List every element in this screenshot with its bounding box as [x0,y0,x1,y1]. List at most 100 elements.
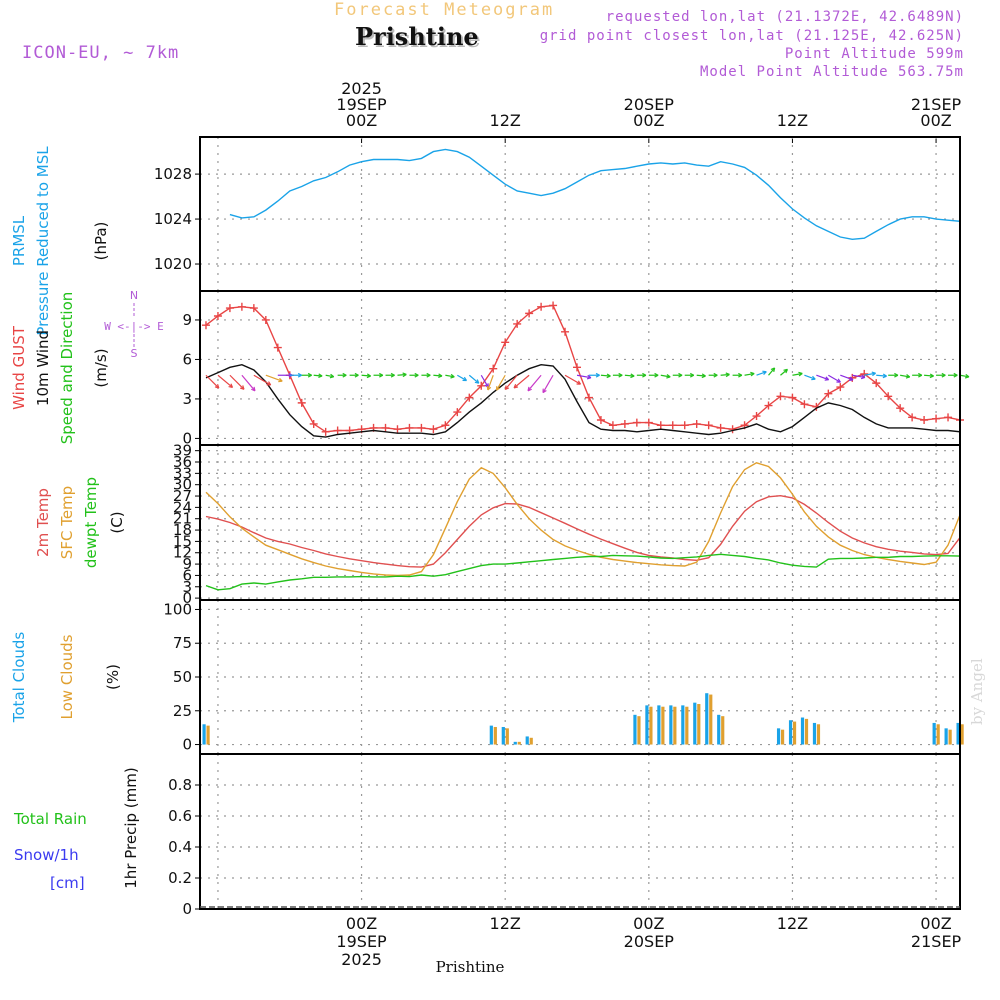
bar-total-clouds [633,714,637,745]
y-axis-label: Pressure Reduced to MSL [34,146,52,336]
bar-low-clouds [697,704,701,745]
y-tick-label-clouds: 100 [163,600,192,618]
bar-low-clouds [948,729,952,745]
wind-arrow-head [770,367,776,372]
gust-marker [800,400,809,409]
wind-direction-arrow [361,374,371,377]
y-tick-label-temperature: 15 [173,532,192,550]
wind-arrow-head [251,386,256,392]
time-label-top: 00Z [346,111,377,130]
wind-arrow-head [402,372,407,378]
gust-marker [608,421,617,430]
y-axis-label: Wind GUST [10,325,28,410]
wind-direction-arrow [876,374,887,377]
y-tick-label-clouds: 50 [173,668,192,686]
y-axis-label: 2m Temp [34,488,52,557]
wind-direction-arrow [229,374,245,390]
y-axis-label: 10m Wind [34,330,52,406]
wind-direction-arrow [768,367,776,376]
wind-direction-arrow [457,374,467,382]
wind-direction-arrow [513,374,530,389]
gust-marker [692,419,701,428]
wind-arrow-head [918,372,923,378]
time-label-bottom: 12Z [490,914,521,933]
bar-total-clouds [681,705,685,745]
bar-total-clouds [956,722,960,745]
wind-direction-arrow [959,374,970,378]
panel-precip: 0 0.2 0.4 0.6 0.8 Total Rain Snow/1h [cm] 1hr Pr… [13,753,961,918]
wind-arrow-head [630,373,635,379]
wind-arrow-head [228,383,234,389]
wind-arrow-head [882,373,887,379]
time-label-top: 19SEP [336,95,387,114]
time-label-bottom: 00Z [346,914,377,933]
wind-direction-arrow [205,374,220,389]
y-tick-label-temperature: 36 [173,453,192,471]
bar-total-clouds [800,717,805,745]
wind-arrow-head [342,372,347,378]
time-label-top: 2025 [341,79,382,98]
wind-arrow-head [871,371,876,377]
wind-direction-arrow [816,374,829,381]
wind-arrow-head [762,370,767,376]
y-axis-label: (%) [104,664,122,690]
gust-marker [525,309,534,318]
gust-marker [704,421,713,430]
bar-total-clouds [944,728,948,745]
gust-marker [908,413,917,422]
gust-marker [788,393,797,402]
wind-arrow-head [783,368,788,374]
gust-marker [584,393,593,402]
gust-marker [824,389,833,398]
y-axis-label: Speed and Direction [58,292,76,445]
gust-marker [405,423,414,432]
bar-low-clouds [792,721,797,745]
wind-arrow-head [689,372,695,378]
y-tick-label-precip: 0.6 [168,807,192,825]
wind-direction-arrow [792,372,803,376]
gust-marker [944,413,953,422]
bar-low-clouds [529,737,533,745]
gust-marker [836,383,845,392]
wind-arrow-head [836,378,841,383]
time-label-top: 00Z [633,111,664,130]
gust-marker [537,302,546,311]
wind-arrow-head [738,372,743,378]
wind-arrow-head [414,372,419,378]
gust-marker [213,312,222,321]
panel-clouds: 0 25 50 75 100 Total Clouds Low Clouds (%) [10,599,964,755]
bar-total-clouds [693,702,697,745]
series-line-dewpt-temp [205,553,961,591]
wind-direction-arrow [828,374,841,383]
wind-direction-arrow [480,374,489,388]
wind-arrow-head [318,373,323,379]
gust-marker [321,427,330,436]
gust-marker [896,404,905,413]
y-axis-label: (m/s) [92,348,110,387]
bar-low-clouds [493,726,497,745]
gust-marker [752,412,761,421]
wind-arrow-head [379,372,384,378]
wind-direction-arrow [624,374,635,377]
page-title: Prishtine [355,22,479,51]
gust-marker [465,393,474,402]
bar-low-clouds [661,706,665,745]
bar-low-clouds [685,706,689,745]
wind-direction-arrow [852,374,866,379]
wind-arrow-head [678,372,683,378]
wind-direction-arrow [840,374,854,381]
wind-direction-arrow [720,373,730,376]
gust-marker [513,319,522,328]
wind-direction-arrow [504,374,518,390]
time-label-bottom: 00Z [920,914,951,933]
bar-low-clouds [804,718,809,745]
time-label-bottom: 21SEP [911,932,962,951]
wind-arrow-head [824,376,830,381]
wind-direction-arrow [217,374,233,388]
wind-arrow-head [964,373,970,379]
time-label-bottom: 2025 [341,950,382,969]
wind-direction-arrow [744,372,755,376]
series-line-10m-wind [205,363,961,438]
wind-direction-arrow [265,374,283,382]
wind-arrow-head [278,377,283,383]
